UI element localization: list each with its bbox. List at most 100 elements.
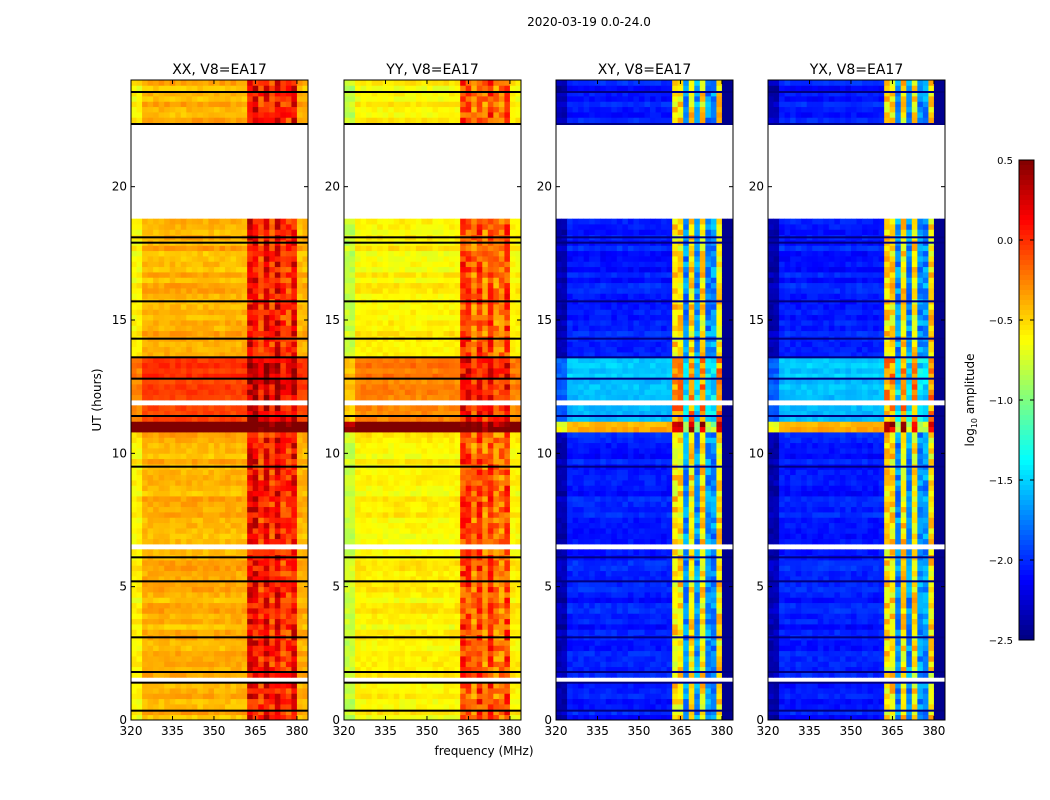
heatmap-cell [399,512,406,518]
heatmap-cell [241,469,248,476]
heatmap-cell [241,261,248,268]
heatmap-cell [252,469,259,476]
heatmap-cell [241,570,248,577]
heatmap-cell [438,709,444,716]
heatmap-cell [285,528,292,534]
heatmap-cell [269,453,276,460]
heatmap-cell [230,672,237,678]
heatmap-cell [291,357,298,364]
heatmap-cell [302,448,309,454]
heatmap-cell [410,629,417,636]
heatmap-cell [158,656,165,662]
heatmap-cell [493,666,500,673]
heatmap-cell [388,608,395,614]
heatmap-cell [443,714,450,721]
heatmap-cell [471,490,478,497]
heatmap-cell [191,277,198,284]
heatmap-cell [393,528,400,534]
heatmap-cell [219,362,226,369]
heatmap-cell [426,624,433,630]
heatmap-cell [191,282,198,289]
heatmap-cell [169,101,176,108]
heatmap-cell [388,522,395,529]
heatmap-cell [208,490,215,497]
heatmap-cell [285,421,292,428]
heatmap-cell [169,560,176,566]
heatmap-cell [421,533,428,540]
heatmap-cell [197,490,204,497]
heatmap-cell [191,485,198,492]
heatmap-cell [263,250,270,257]
heatmap-cell [388,709,395,716]
heatmap-cell [131,672,137,678]
heatmap-cell [515,597,522,604]
heatmap-cell [236,624,243,630]
heatmap-cell [302,218,309,225]
heatmap-cell [252,661,259,668]
heatmap-cell [274,704,281,710]
heatmap-cell [213,341,220,348]
heatmap-cell [454,512,461,518]
heatmap-cell [344,640,350,646]
heatmap-cell [197,496,204,502]
heatmap-cell [404,586,411,593]
heatmap-cell [443,485,450,492]
heatmap-cell [404,581,411,588]
heatmap-cell [296,485,303,492]
heatmap-cell [213,682,220,689]
heatmap-cell [438,522,444,529]
heatmap-cell [219,474,226,481]
heatmap-cell [180,106,187,113]
heatmap-cell [482,528,489,534]
heatmap-cell [438,426,444,433]
heatmap-cell [225,272,231,278]
heatmap-cell [164,389,171,396]
heatmap-cell [421,714,428,721]
heatmap-cell [443,448,450,454]
heatmap-cell [498,576,505,582]
heatmap-cell [208,602,215,609]
heatmap-cell [230,277,237,284]
heatmap-cell [213,576,220,582]
heatmap-cell [213,384,220,390]
heatmap-cell [404,410,411,417]
heatmap-cell [252,85,259,92]
heatmap-cell [153,672,160,678]
heatmap-cell [258,304,265,310]
heatmap-cell [393,490,400,497]
heatmap-cell [269,490,276,497]
heatmap-cell [482,533,489,540]
heatmap-cell [208,506,215,513]
heatmap-cell [515,458,522,465]
heatmap-cell [169,565,176,572]
heatmap-cell [274,117,281,124]
heatmap-cell [421,469,428,476]
heatmap-cell [186,501,193,508]
heatmap-cell [274,106,281,113]
heatmap-cell [153,288,160,294]
heatmap-cell [131,474,137,481]
heatmap-cell [247,224,254,230]
heatmap-cell [432,448,439,454]
heatmap-cell [415,448,422,454]
heatmap-cell [153,693,160,700]
heatmap-cell [136,640,143,646]
heatmap-cell [147,512,154,518]
heatmap-cell [399,485,406,492]
heatmap-cell [131,410,137,417]
heatmap-cell [377,608,384,614]
heatmap-cell [252,277,259,284]
heatmap-cell [158,618,165,625]
heatmap-cell [236,389,243,396]
heatmap-cell [258,437,265,444]
heatmap-cell [285,416,292,422]
heatmap-cell [291,426,298,433]
heatmap-cell [158,624,165,630]
heatmap-cell [280,645,287,652]
heatmap-cell [147,112,154,118]
heatmap-cell [291,496,298,502]
heatmap-cell [377,704,384,710]
heatmap-cell [158,250,165,257]
heatmap-cell [515,714,522,721]
heatmap-cell [230,570,237,577]
